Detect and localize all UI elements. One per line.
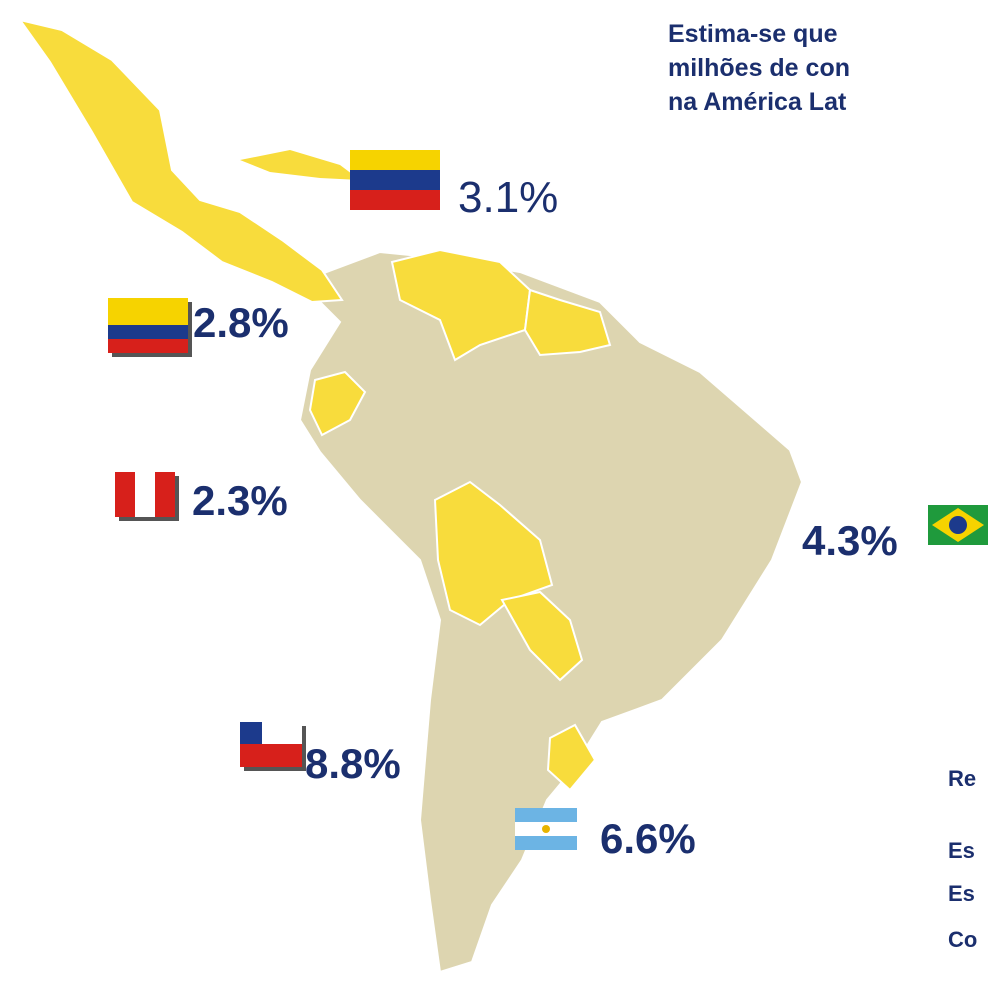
flag-chile xyxy=(240,722,306,771)
guianas xyxy=(523,288,612,357)
header-line: Estima-se que xyxy=(668,20,838,48)
land xyxy=(17,18,804,974)
footer-line: Es xyxy=(948,881,975,906)
venezuela xyxy=(390,248,532,362)
ecuador xyxy=(308,370,367,437)
flag-peru xyxy=(115,472,179,521)
label-brazil: 4.3% xyxy=(802,517,898,564)
bolivia xyxy=(433,480,554,627)
flag-argentina xyxy=(515,808,577,850)
flag-venezuela xyxy=(350,150,440,210)
cuba xyxy=(240,150,360,180)
footer-line: Es xyxy=(948,838,975,863)
flags xyxy=(108,150,988,850)
label-argentina: 6.6% xyxy=(600,815,696,862)
label-venezuela: 3.1% xyxy=(458,173,558,222)
paraguay xyxy=(500,590,584,682)
label-peru: 2.3% xyxy=(192,477,288,524)
label-chile: 8.8% xyxy=(305,740,401,787)
header-line: milhões de con xyxy=(668,54,850,82)
uruguay xyxy=(546,723,597,792)
footer-line: Re xyxy=(948,766,976,791)
mexico-central-america xyxy=(17,18,344,304)
header-line: na América Lat xyxy=(668,88,847,116)
flag-brazil xyxy=(928,505,988,545)
flag-colombia xyxy=(108,298,192,357)
footer-line: Co xyxy=(948,927,977,952)
label-colombia: 2.8% xyxy=(193,299,289,346)
